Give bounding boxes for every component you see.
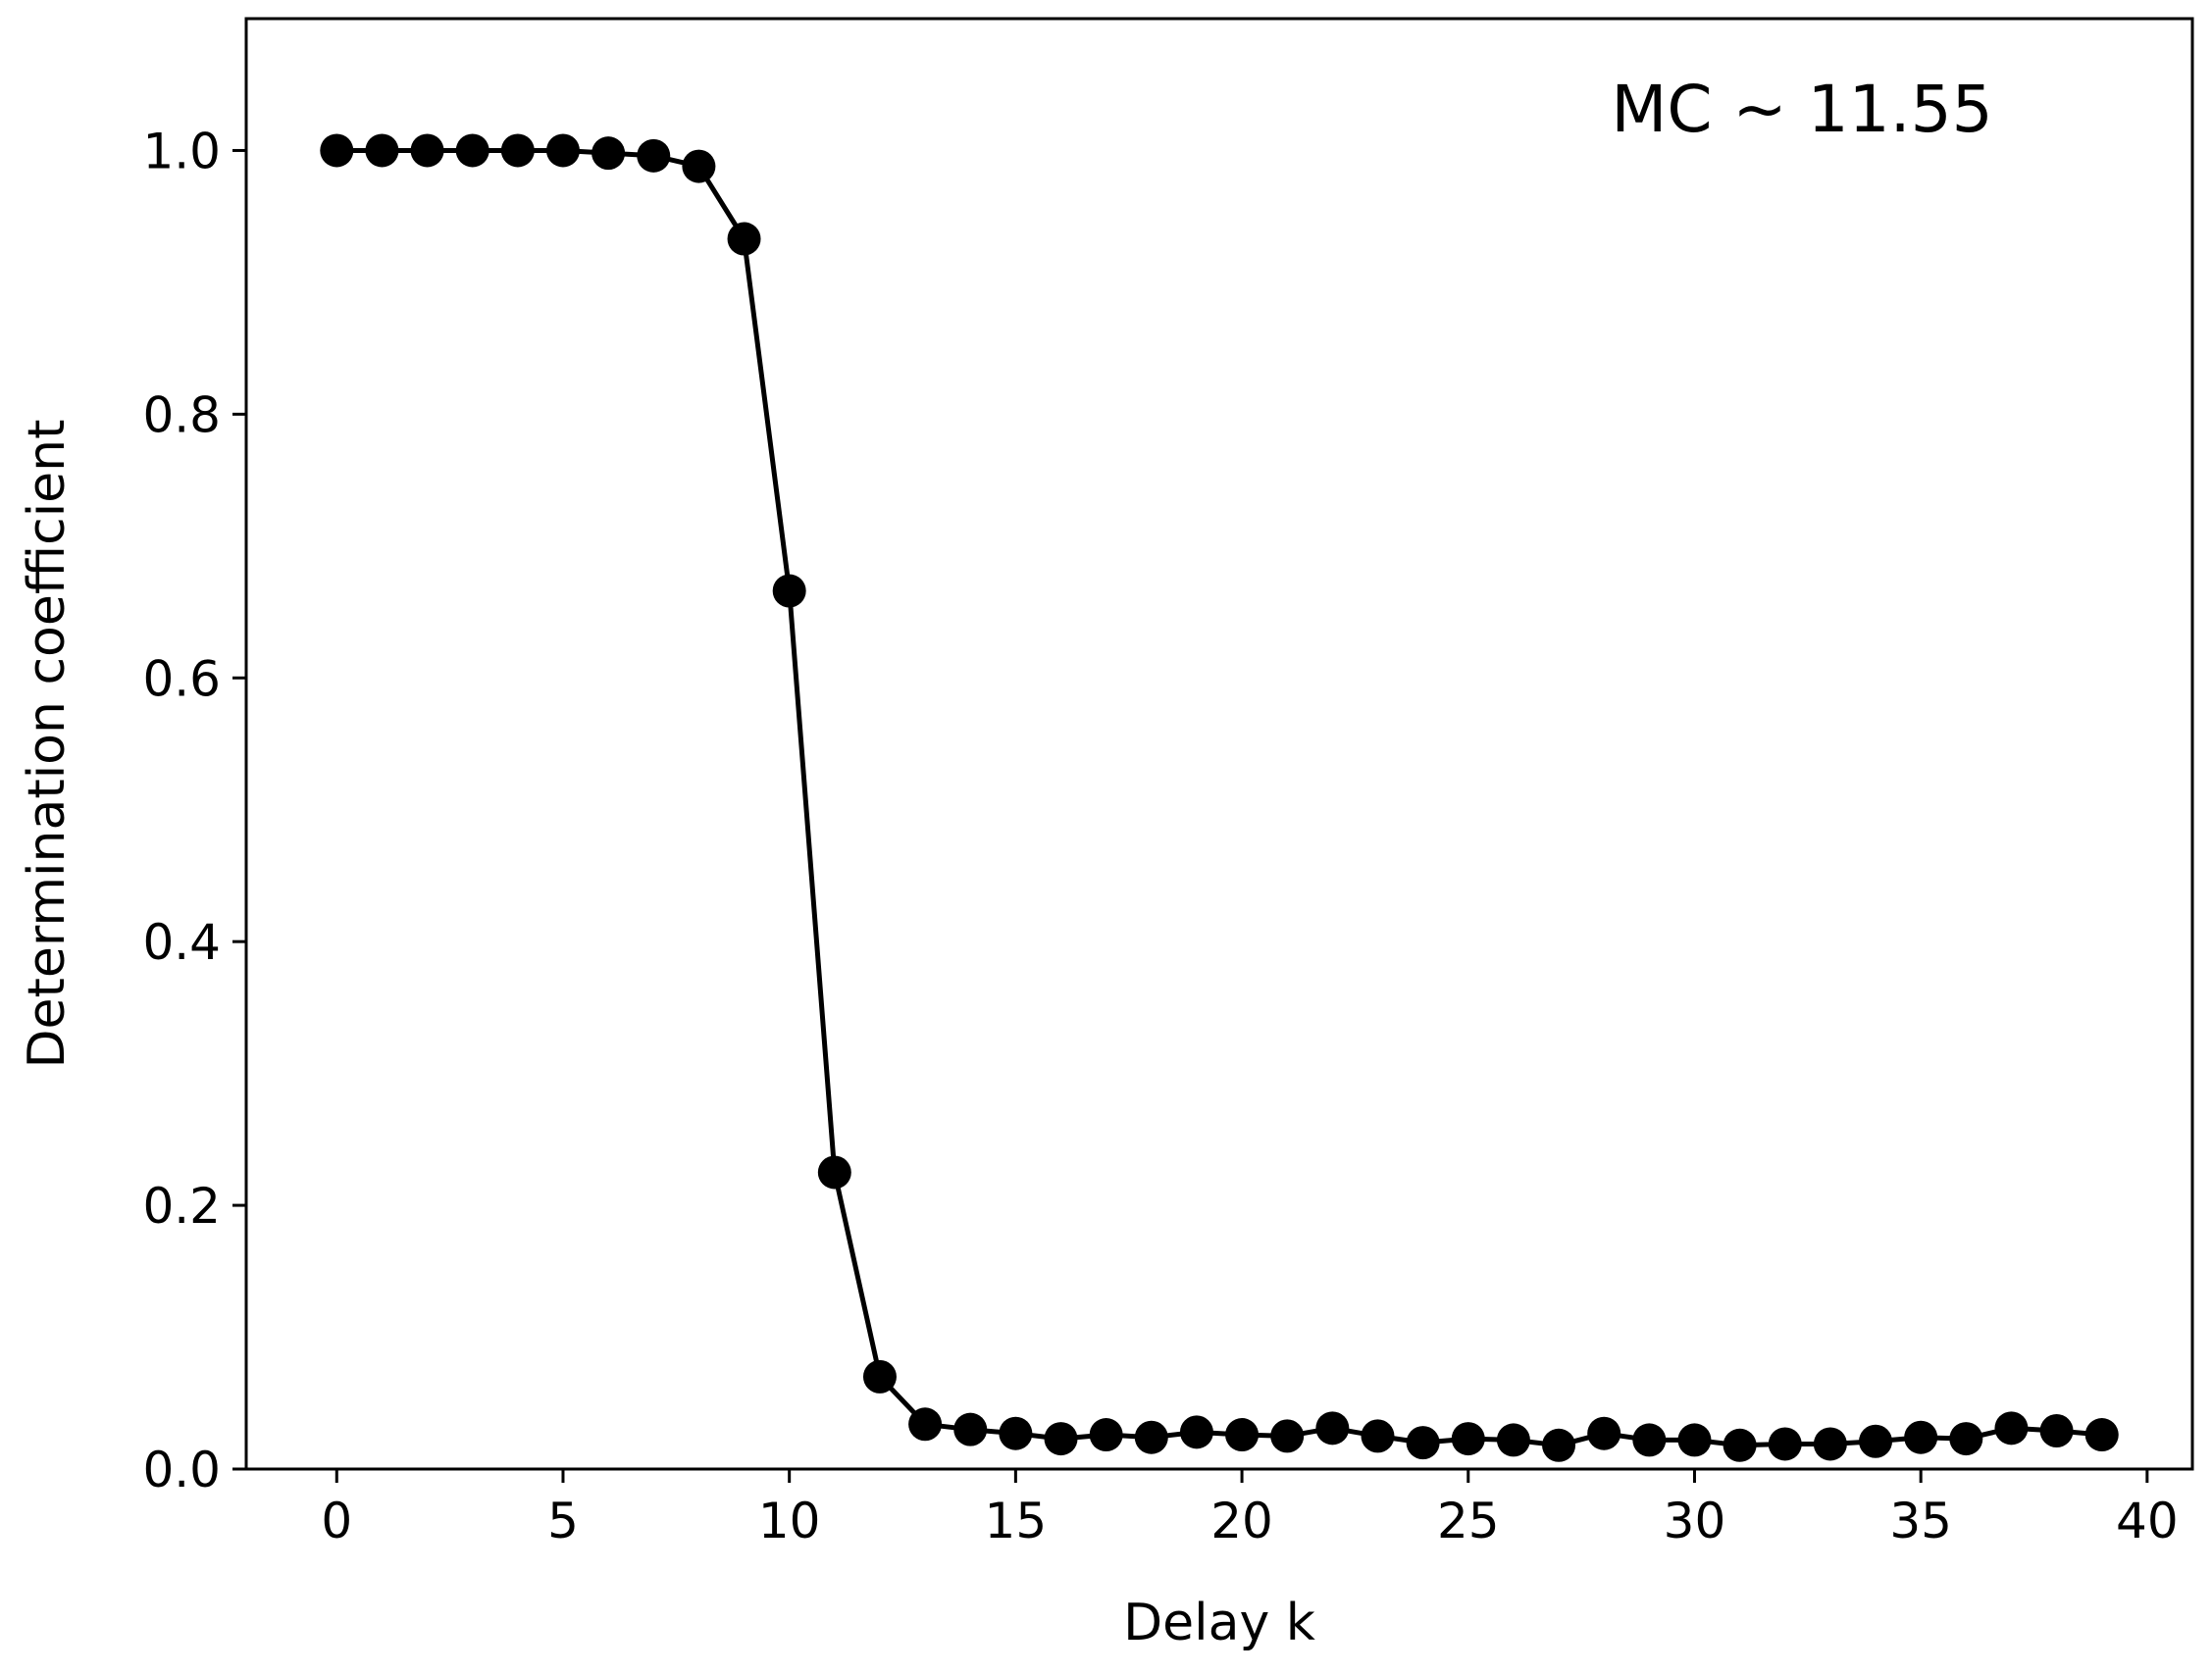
data-point	[2039, 1414, 2074, 1448]
x-tick-label: 0	[321, 1493, 352, 1549]
x-tick-label: 5	[547, 1493, 579, 1549]
data-point	[1134, 1420, 1168, 1454]
data-point	[1044, 1422, 1078, 1456]
data-point	[1361, 1419, 1395, 1453]
series-line	[336, 148, 2102, 1448]
data-point	[1315, 1411, 1350, 1446]
data-point	[1406, 1426, 1440, 1460]
x-axis: 0 5 10 15 20 25 30 35 40	[321, 1469, 2179, 1549]
x-axis-label: Delay k	[1123, 1594, 1315, 1652]
data-point	[1179, 1415, 1213, 1449]
data-point	[1723, 1428, 1757, 1462]
x-tick-label: 35	[1889, 1493, 1952, 1549]
data-point	[1677, 1423, 1712, 1457]
y-tick-label: 0.4	[142, 914, 221, 971]
data-point	[637, 138, 671, 173]
data-point	[682, 149, 716, 183]
data-point	[1089, 1418, 1123, 1452]
data-point	[727, 222, 761, 256]
data-point	[817, 1155, 851, 1190]
data-point	[772, 574, 806, 608]
data-point	[592, 136, 626, 171]
data-point	[500, 133, 535, 168]
data-point	[908, 1407, 943, 1442]
data-point	[1496, 1423, 1530, 1457]
data-point	[2084, 1418, 2119, 1452]
x-tick-label: 30	[1664, 1493, 1726, 1549]
y-axis: 0.0 0.2 0.4 0.6 0.8 1.0	[142, 123, 246, 1498]
data-point	[1904, 1420, 1938, 1454]
data-point	[953, 1412, 988, 1446]
data-point	[1451, 1422, 1485, 1456]
data-point	[1542, 1428, 1576, 1462]
y-axis-label: Determination coefficient	[18, 420, 77, 1069]
y-tick-label: 0.6	[142, 650, 221, 707]
x-tick-label: 40	[2116, 1493, 2179, 1549]
x-tick-label: 25	[1437, 1493, 1500, 1549]
data-point	[1859, 1424, 1893, 1458]
data-point	[1225, 1418, 1260, 1452]
data-point	[999, 1416, 1033, 1450]
data-point	[410, 133, 444, 168]
data-point	[320, 133, 354, 168]
x-tick-label: 15	[985, 1493, 1048, 1549]
y-tick-label: 0.2	[142, 1178, 221, 1235]
x-tick-label: 20	[1210, 1493, 1273, 1549]
data-point	[1949, 1422, 1983, 1456]
data-point	[1587, 1416, 1621, 1450]
data-point	[455, 133, 489, 168]
y-tick-label: 1.0	[142, 123, 221, 179]
data-point	[365, 133, 399, 168]
data-point	[1270, 1419, 1305, 1453]
data-point	[545, 133, 580, 168]
y-tick-label: 0.0	[142, 1442, 221, 1498]
series-layer	[320, 133, 2119, 1462]
data-point	[1632, 1423, 1667, 1457]
plot-frame	[244, 17, 2194, 1471]
data-point	[862, 1359, 897, 1394]
x-tick-label: 10	[758, 1493, 821, 1549]
data-point	[1768, 1427, 1802, 1461]
data-point	[1994, 1411, 2029, 1446]
y-tick-label: 0.8	[142, 386, 221, 443]
mc-annotation: MC ~ 11.55	[1611, 72, 1992, 147]
data-point	[1813, 1427, 1847, 1461]
